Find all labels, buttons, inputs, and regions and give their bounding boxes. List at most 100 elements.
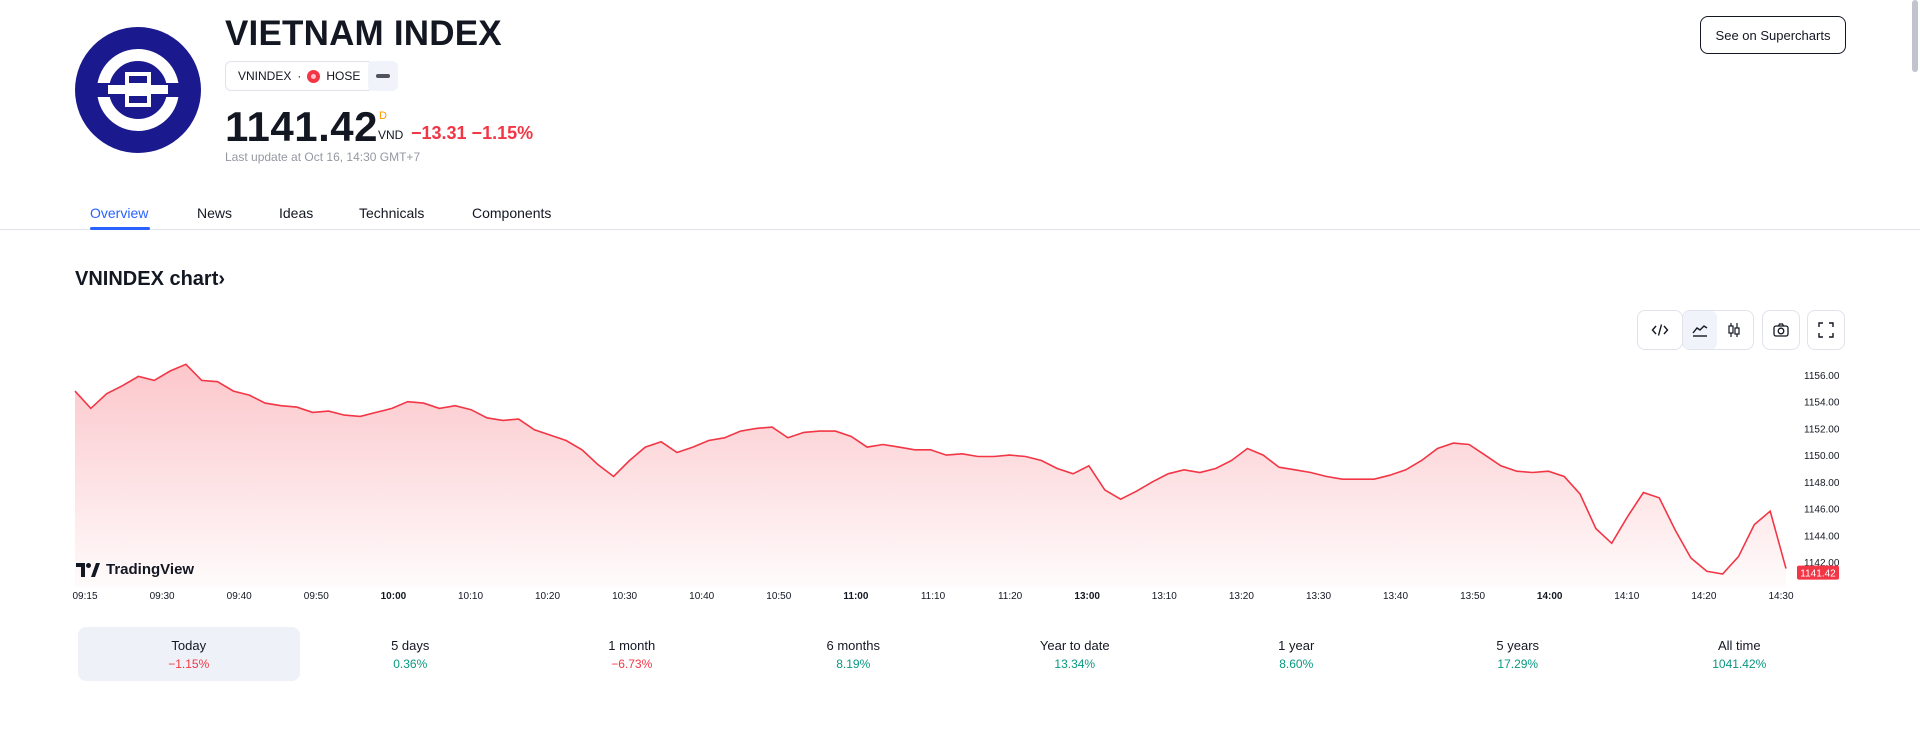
fullscreen-group — [1807, 310, 1845, 350]
vnindex-logo — [75, 27, 201, 153]
y-tick-label: 1148.00 — [1804, 478, 1840, 489]
candles-button[interactable] — [1717, 311, 1751, 349]
x-tick-label: 11:20 — [998, 591, 1023, 602]
exchange-flag-icon — [307, 69, 321, 83]
x-tick-label: 09:30 — [150, 591, 175, 602]
period-year-to-date[interactable]: Year to date 13.34% — [964, 627, 1186, 681]
y-tick-label: 1156.00 — [1804, 371, 1840, 382]
period-value: 8.60% — [1279, 656, 1314, 671]
x-tick-label: 14:10 — [1614, 591, 1639, 602]
x-tick-label: 10:10 — [458, 591, 483, 602]
current-price-marker — [1797, 565, 1839, 580]
x-tick-label: 09:15 — [72, 591, 97, 602]
symbol-label: VNINDEX — [238, 69, 292, 83]
more-options-button[interactable] — [368, 61, 398, 91]
y-tick-label: 1146.00 — [1804, 505, 1840, 516]
area-chart-button[interactable] — [1683, 311, 1717, 349]
x-tick-label: 11:00 — [843, 591, 868, 602]
y-tick-label: 1150.00 — [1804, 451, 1840, 462]
price-area-fill — [75, 364, 1786, 587]
x-tick-label: 13:00 — [1074, 591, 1100, 602]
x-tick-label: 11:10 — [921, 591, 946, 602]
tab-ideas[interactable]: Ideas — [279, 205, 314, 221]
period-1-year[interactable]: 1 year 8.60% — [1186, 627, 1408, 681]
period-label: Today — [171, 637, 207, 653]
area-chart-icon — [1692, 325, 1708, 337]
period-label: 5 days — [391, 637, 430, 653]
active-tab-indicator — [90, 227, 150, 230]
page-scrollbar[interactable] — [1912, 0, 1918, 72]
current-price-label: 1141.42 — [1800, 569, 1836, 580]
tradingview-branding[interactable]: TradingView — [76, 561, 194, 578]
period-value: 13.34% — [1054, 656, 1096, 671]
price-change: −13.31 −1.15% — [411, 123, 534, 143]
x-tick-label: 13:10 — [1152, 591, 1177, 602]
current-price: 1141.42 — [225, 103, 379, 150]
see-on-supercharts-button[interactable]: See on Supercharts — [1700, 16, 1846, 54]
tab-components[interactable]: Components — [472, 205, 552, 221]
chart-title: VNINDEX chart — [75, 268, 219, 290]
period-label: 1 year — [1278, 637, 1315, 653]
period-selector: Today −1.15% 5 days 0.36% 1 month −6.73%… — [78, 627, 1850, 681]
period-today[interactable]: Today −1.15% — [78, 627, 300, 681]
y-tick-label: 1142.00 — [1804, 558, 1840, 569]
period-6-months[interactable]: 6 months 8.19% — [743, 627, 965, 681]
last-update: Last update at Oct 16, 14:30 GMT+7 — [225, 150, 421, 164]
period-5-days[interactable]: 5 days 0.36% — [300, 627, 522, 681]
x-tick-label: 14:20 — [1691, 591, 1716, 602]
period-5-years[interactable]: 5 years 17.29% — [1407, 627, 1629, 681]
x-tick-label: 09:50 — [304, 591, 329, 602]
tab-overview[interactable]: Overview — [90, 205, 149, 221]
camera-icon — [1773, 323, 1789, 337]
period-value: 0.36% — [393, 656, 428, 671]
chevron-right-icon: › — [218, 268, 226, 290]
x-tick-label: 10:50 — [766, 591, 791, 602]
x-tick-label: 10:40 — [689, 591, 714, 602]
tab-bar: Overview News Ideas Technicals Component… — [0, 196, 1920, 230]
fullscreen-button[interactable] — [1808, 311, 1844, 349]
period-all-time[interactable]: All time 1041.42% — [1629, 627, 1851, 681]
x-tick-label: 13:30 — [1306, 591, 1331, 602]
period-label: 5 years — [1496, 637, 1540, 653]
y-tick-label: 1152.00 — [1804, 424, 1840, 435]
period-1-month[interactable]: 1 month −6.73% — [521, 627, 743, 681]
period-label: 6 months — [826, 637, 880, 653]
price-flag: D — [379, 110, 387, 122]
fullscreen-icon — [1818, 322, 1834, 338]
separator-dot-icon: · — [297, 69, 302, 83]
snapshot-group — [1762, 310, 1800, 350]
period-label: 1 month — [608, 637, 656, 653]
x-tick-label: 13:40 — [1383, 591, 1408, 602]
snapshot-button[interactable] — [1763, 311, 1799, 349]
x-tick-label: 10:30 — [612, 591, 637, 602]
currency-label: VND — [378, 128, 404, 142]
period-value: 1041.42% — [1712, 656, 1767, 671]
period-value: −6.73% — [611, 656, 653, 671]
y-tick-label: 1144.00 — [1804, 531, 1840, 542]
x-tick-label: 10:00 — [381, 591, 407, 602]
exchange-label: HOSE — [326, 69, 361, 83]
y-tick-label: 1154.00 — [1804, 398, 1840, 409]
period-value: 17.29% — [1497, 656, 1539, 671]
x-tick-label: 09:40 — [227, 591, 252, 602]
tab-news[interactable]: News — [197, 205, 233, 221]
x-tick-label: 13:50 — [1460, 591, 1485, 602]
candles-icon — [1728, 323, 1740, 337]
tab-technicals[interactable]: Technicals — [359, 205, 425, 221]
tradingview-label: TradingView — [106, 561, 195, 578]
price-line — [74, 363, 1787, 575]
chart-style-group — [1682, 310, 1754, 350]
period-label: Year to date — [1039, 637, 1110, 653]
period-value: 8.19% — [836, 656, 871, 671]
embed-button[interactable] — [1638, 311, 1682, 349]
x-tick-label: 14:00 — [1537, 591, 1563, 602]
period-value: −1.15% — [168, 656, 210, 671]
chart-title-link[interactable]: VNINDEX chart› — [75, 268, 225, 291]
x-tick-label: 13:20 — [1229, 591, 1254, 602]
embed-icon — [1651, 324, 1669, 336]
tradingview-logo-icon — [76, 562, 100, 577]
dash-icon — [376, 74, 390, 78]
period-label: All time — [1717, 637, 1761, 653]
